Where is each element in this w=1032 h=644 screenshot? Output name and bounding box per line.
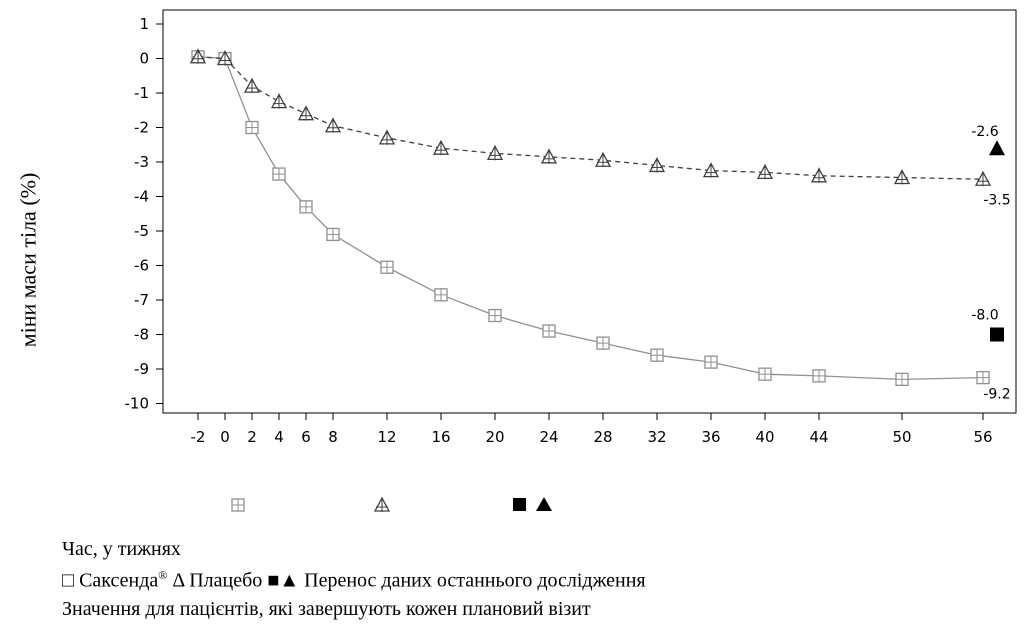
- x-tick-label: 6: [301, 428, 311, 446]
- x-tick-label: 20: [485, 428, 504, 446]
- placebo-end-label: -3.5: [983, 192, 1010, 208]
- legend-saxenda-label: Саксенда: [74, 569, 159, 592]
- x-tick-label: 56: [973, 428, 992, 446]
- series-placebo: [189, 48, 992, 187]
- y-tick-label: -7: [134, 291, 149, 309]
- y-tick-label: -6: [134, 257, 149, 275]
- locf-square-marker: [990, 327, 1004, 342]
- weight-change-chart: 10-1-2-3-4-5-6-7-8-9-10-2 0 2 4 6 8 12 16 20 24 28…: [125, 9, 1017, 512]
- legend-filled-symbols: ■▲: [267, 569, 300, 592]
- series-line: [197, 56, 984, 180]
- x-tick-label: 36: [701, 428, 720, 446]
- x-tick-label: 44: [809, 428, 828, 446]
- y-tick-label: -10: [125, 395, 150, 413]
- legend-reg-mark: ®: [158, 568, 168, 582]
- legend-transfer-label: Перенос даних останнього дослідження: [299, 569, 646, 592]
- x-tick-label: 0: [220, 428, 230, 446]
- x-tick-label: 24: [539, 428, 558, 446]
- legend-delta-symbol: Δ: [167, 569, 185, 592]
- x-tick-label: 40: [755, 428, 774, 446]
- legend-placebo-label: Плацебо: [184, 569, 268, 592]
- saxenda-end-label: -9.2: [983, 387, 1010, 403]
- x-tick-label: 4: [274, 428, 284, 446]
- y-tick-label: -1: [134, 84, 149, 102]
- locf-placebo-label: -2.6: [971, 124, 998, 140]
- y-tick-label: -3: [134, 153, 149, 171]
- y-axis-title-box: міни маси тіла (%): [8, 90, 48, 430]
- series-line: [197, 56, 984, 381]
- y-tick-label: 0: [139, 50, 149, 68]
- x-tick-label: 16: [431, 428, 450, 446]
- x-tick-label: -2: [191, 428, 206, 446]
- legend-caption: □ Саксенда® Δ Плацебо ■▲ Перенос даних о…: [62, 568, 646, 593]
- plot-frame: [162, 9, 1017, 414]
- x-tick-label: 32: [647, 428, 666, 446]
- chart-axes: 10-1-2-3-4-5-6-7-8-9-10-2 0 2 4 6 8 12 16 20 24 28…: [125, 9, 1017, 446]
- x-tick-label: 50: [892, 428, 911, 446]
- legend-filled-square-icon: [513, 498, 526, 511]
- locf-triangle-marker: [989, 140, 1005, 156]
- chart-annotations: -8.0 -2.6 -3.5 -9.2: [971, 124, 1010, 402]
- locf-saxenda-label: -8.0: [971, 308, 998, 324]
- x-tick-label: 28: [593, 428, 612, 446]
- legend-filled-triangle-icon: [536, 497, 552, 511]
- y-tick-label: -4: [134, 188, 149, 206]
- y-tick-label: 1: [139, 15, 149, 33]
- x-tick-label: 2: [247, 428, 257, 446]
- x-axis-title: Час, у тижнях: [62, 538, 181, 560]
- x-tick-label: 12: [377, 428, 396, 446]
- completers-note: Значення для пацієнтів, які завершують к…: [62, 598, 591, 620]
- series-saxenda: [191, 50, 990, 387]
- chart-series: [189, 48, 992, 387]
- x-tick-label: 8: [328, 428, 338, 446]
- chart-legend-markers: [231, 496, 552, 512]
- y-axis-title: міни маси тіла (%): [15, 172, 41, 348]
- y-tick-label: -9: [134, 360, 149, 378]
- y-tick-label: -2: [134, 119, 149, 137]
- legend-square-symbol: □: [62, 569, 75, 592]
- y-tick-label: -5: [134, 222, 149, 240]
- y-tick-label: -8: [134, 326, 149, 344]
